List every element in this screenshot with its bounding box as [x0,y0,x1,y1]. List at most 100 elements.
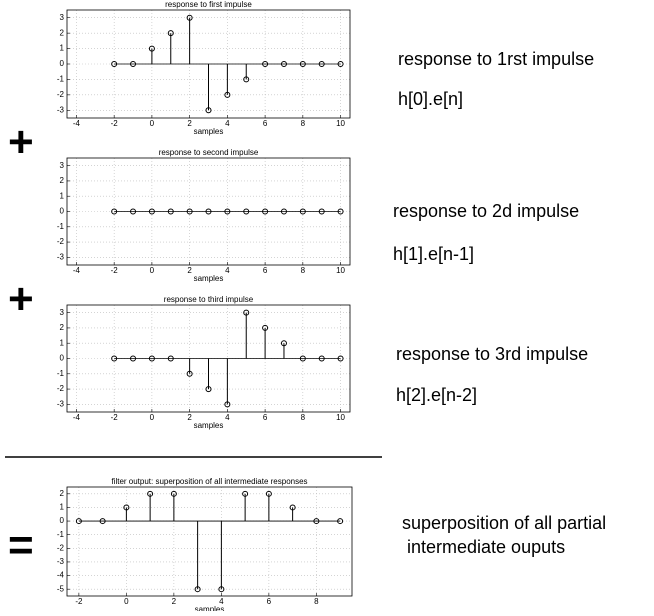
x-tick-label: -2 [111,413,119,422]
stem [337,355,344,362]
stem [280,61,287,67]
stem-marker [130,61,137,67]
stem [337,208,344,215]
stem-marker [111,208,118,215]
y-tick-label: -1 [57,530,65,539]
x-tick-label: 10 [336,119,345,128]
plot-frame [66,9,351,119]
stem [167,208,174,215]
x-tick-label: 8 [301,413,306,422]
stem [205,358,212,393]
x-tick-label: 4 [225,119,230,128]
annotation: intermediate ouputs [402,537,565,557]
annotation: response to 2d impulse [393,201,579,221]
annotation: response to 3rd impulse [396,344,588,364]
x-tick-label: 2 [187,266,192,275]
stem [167,30,174,64]
stem-marker [148,45,155,52]
stem [224,208,231,215]
stem-marker [186,208,193,215]
operator: = [8,521,34,570]
stem-marker [123,504,130,511]
y-tick-label: 1 [60,44,65,53]
y-tick-label: -2 [57,543,65,552]
y-tick-label: 2 [60,489,65,498]
stem-marker [265,490,272,497]
stem [318,208,325,215]
stem-marker [337,518,344,525]
stem [243,208,250,215]
y-tick-label: -3 [57,557,65,566]
stem-marker [111,355,118,362]
stem-marker [337,355,344,362]
stem-marker [205,107,212,114]
x-axis-label: samples [194,421,224,430]
stem-marker [280,208,287,215]
stem-marker [218,586,225,593]
annotation: h[2].e[n-2] [396,385,477,405]
y-tick-label: 1 [60,338,65,347]
annotation: superposition of all partial [402,513,606,533]
x-axis-label: samples [194,274,224,283]
stem-marker [186,14,193,21]
plot-frame [66,304,351,413]
stem-marker [75,518,82,525]
stem [262,61,269,67]
y-tick-label: -3 [57,399,65,408]
y-tick-label: 0 [60,516,65,525]
stem-marker [186,370,193,377]
plot-frame [66,157,351,266]
y-tick-label: 3 [60,161,65,170]
y-tick-label: -3 [57,252,65,261]
x-tick-label: 8 [301,266,306,275]
stem-marker [205,386,212,393]
stem [170,490,177,522]
stem [318,355,325,362]
x-tick-label: 2 [187,119,192,128]
stem-marker [243,76,250,83]
stem-marker [130,355,137,362]
y-tick-label: -1 [57,75,65,84]
y-tick-label: 1 [60,503,65,512]
stem [147,490,154,522]
stem [111,208,118,215]
x-tick-label: 0 [150,413,155,422]
stem-marker [99,518,106,525]
x-tick-label: -2 [111,119,119,128]
stem-marker [318,355,325,362]
stem-marker [167,30,174,37]
x-tick-label: 4 [225,413,230,422]
stem-marker [337,208,344,215]
stem [130,61,137,67]
x-tick-label: -4 [73,119,81,128]
stem [337,61,344,67]
stem-marker [148,208,155,215]
x-tick-label: -2 [111,266,119,275]
stem-marker [313,518,320,525]
stem-marker [318,61,325,67]
stem [262,208,269,215]
stem [130,355,137,362]
x-tick-label: 10 [336,413,345,422]
x-tick-label: -4 [73,266,81,275]
x-tick-label: 6 [263,266,268,275]
stem [130,208,137,215]
stem [299,208,306,215]
stem [75,518,82,525]
y-tick-label: 3 [60,13,65,22]
stem [111,355,118,362]
y-tick-label: 0 [60,59,65,68]
stem-marker [280,340,287,347]
stem-marker [111,61,118,67]
x-tick-label: 4 [225,266,230,275]
stem-marker [243,309,250,316]
stem [186,358,193,377]
stem [337,518,344,525]
stem [99,518,106,525]
x-tick-label: 2 [172,597,177,606]
x-tick-label: 4 [219,597,224,606]
chart-title: response to first impulse [165,0,252,9]
operator: + [8,118,34,167]
stem-marker [299,355,306,362]
